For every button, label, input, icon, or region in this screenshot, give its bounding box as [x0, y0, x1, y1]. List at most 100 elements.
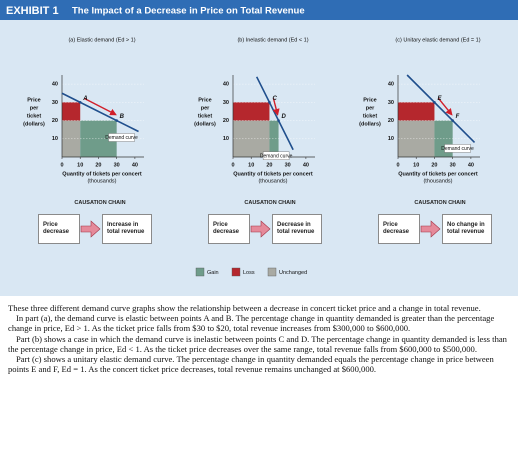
y-tick-label: 10 [223, 136, 229, 142]
x-axis-label: Quantity of tickets per concert [398, 171, 478, 177]
exhibit-title: The Impact of a Decrease in Price on Tot… [72, 6, 305, 17]
curve-label: Demand curve [105, 135, 138, 141]
chain-heading: CAUSATION CHAIN [74, 200, 126, 206]
x-axis-label: Quantity of tickets per concert [62, 171, 142, 177]
chain-cause: Price decrease [208, 214, 250, 244]
point [268, 101, 271, 104]
y-axis-label: per [201, 105, 210, 111]
point [277, 119, 280, 122]
region-loss [398, 102, 435, 121]
chain-cause: Price decrease [38, 214, 80, 244]
legend-label: Gain [207, 270, 219, 276]
x-axis-label: (thousands) [258, 178, 287, 184]
y-axis-label: Price [363, 97, 376, 103]
y-tick-label: 20 [388, 118, 394, 124]
region-loss [62, 102, 81, 121]
curve-label: Demand curve [260, 153, 293, 159]
curve-label-box [444, 144, 471, 153]
change-arrow [83, 97, 117, 116]
x-axis-label: (thousands) [423, 178, 452, 184]
x-tick-label: 20 [431, 162, 437, 168]
point-label: A [82, 96, 87, 102]
legend-swatch [231, 267, 241, 277]
change-arrow [272, 98, 280, 116]
y-axis-label: Price [198, 97, 211, 103]
x-tick-label: 40 [468, 162, 474, 168]
y-tick-label: 40 [223, 82, 229, 88]
curve-label-box [108, 133, 135, 142]
y-axis-label: ticket [363, 113, 378, 119]
change-arrow [437, 97, 453, 116]
point-label: B [120, 114, 125, 120]
y-axis-label: ticket [27, 113, 42, 119]
chain-effect: Increase in total revenue [102, 214, 152, 244]
chain-effect: Decrease in total revenue [272, 214, 322, 244]
x-tick-label: 30 [450, 162, 456, 168]
x-tick-label: 30 [114, 162, 120, 168]
x-tick-label: 0 [396, 162, 399, 168]
body-text: These three different demand curve graph… [8, 303, 510, 374]
x-tick-label: 20 [266, 162, 272, 168]
y-axis-label: per [30, 105, 39, 111]
x-axis-label: (thousands) [87, 178, 116, 184]
point [451, 119, 454, 122]
figure: EXHIBIT 1 The Impact of a Decrease in Pr… [0, 0, 518, 296]
chain-arrow [420, 220, 441, 238]
chart-title: (c) Unitary elastic demand (Ed = 1) [395, 37, 480, 43]
point-label: D [282, 114, 287, 120]
x-tick-label: 10 [77, 162, 83, 168]
point [78, 101, 82, 104]
y-axis-label: (dollars) [194, 121, 216, 127]
legend-label: Loss [243, 270, 255, 276]
y-tick-label: 10 [52, 136, 58, 142]
legend-label: Unchanged [279, 270, 307, 276]
point [433, 101, 436, 104]
point-label: E [437, 96, 442, 102]
chain-arrow [250, 220, 271, 238]
region-loss [233, 102, 270, 121]
x-tick-label: 0 [60, 162, 63, 168]
y-tick-label: 20 [223, 118, 229, 124]
y-tick-label: 30 [52, 100, 58, 106]
demand-curve [406, 74, 476, 143]
region-gain [269, 120, 279, 157]
curve-label: Demand curve [441, 146, 474, 152]
chart-title: (b) Inelastic demand (Ed < 1) [237, 37, 308, 43]
chain-heading: CAUSATION CHAIN [244, 200, 296, 206]
curve-label-box [262, 151, 290, 160]
paragraph: In part (a), the demand curve is elastic… [8, 313, 495, 334]
y-axis-label: (dollars) [23, 121, 45, 127]
x-tick-label: 0 [231, 162, 234, 168]
y-tick-label: 30 [223, 100, 229, 106]
y-tick-label: 10 [388, 136, 394, 142]
legend-swatch [267, 267, 277, 277]
x-tick-label: 20 [95, 162, 101, 168]
x-tick-label: 10 [248, 162, 254, 168]
paragraph: Part (b) shows a case in which the deman… [8, 333, 507, 354]
y-axis-label: ticket [198, 113, 213, 119]
y-tick-label: 40 [52, 82, 58, 88]
legend-swatch [195, 267, 205, 277]
paragraph: Part (c) shows a unitary elastic demand … [8, 354, 494, 375]
x-tick-label: 10 [413, 162, 419, 168]
header-bar [0, 0, 518, 20]
chain-effect: No change in total revenue [442, 214, 492, 244]
y-tick-label: 40 [388, 82, 394, 88]
y-axis-label: per [366, 105, 375, 111]
y-tick-label: 30 [388, 100, 394, 106]
x-tick-label: 40 [303, 162, 309, 168]
x-tick-label: 40 [132, 162, 138, 168]
y-axis-label: (dollars) [359, 121, 381, 127]
chain-heading: CAUSATION CHAIN [414, 200, 466, 206]
y-tick-label: 20 [52, 118, 58, 124]
chain-arrow [80, 220, 101, 238]
chain-cause: Price decrease [378, 214, 420, 244]
x-tick-label: 30 [285, 162, 291, 168]
point-label: F [456, 114, 460, 120]
demand-curve [61, 92, 139, 133]
paragraph: These three different demand curve graph… [8, 303, 481, 313]
exhibit-label: EXHIBIT 1 [6, 5, 59, 17]
y-axis-label: Price [27, 97, 40, 103]
x-axis-label: Quantity of tickets per concert [233, 171, 313, 177]
